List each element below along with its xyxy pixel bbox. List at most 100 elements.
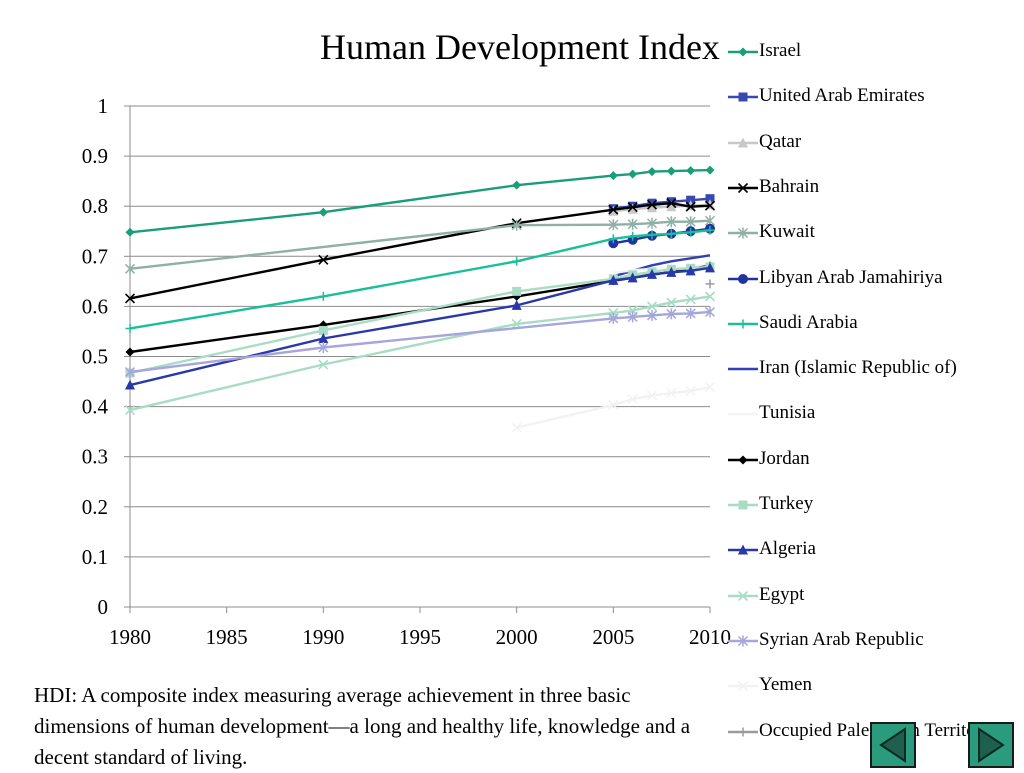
x-tick-label: 2000 xyxy=(496,625,538,649)
data-point xyxy=(608,219,619,231)
data-point xyxy=(666,308,677,320)
hdi-description: HDI: A composite index measuring average… xyxy=(34,683,691,769)
data-point xyxy=(647,230,657,240)
legend-label: United Arab Emirates xyxy=(759,85,925,107)
y-tick-label: 0.7 xyxy=(82,244,108,268)
data-point xyxy=(124,405,136,416)
legend-label: Egypt xyxy=(759,583,805,605)
data-point xyxy=(646,390,658,401)
series-line xyxy=(129,265,711,375)
legend-item: Qatar xyxy=(728,131,1024,155)
legend-item: Iran (Islamic Republic of) xyxy=(728,357,1024,381)
legend-label: Israel xyxy=(759,40,802,61)
data-point xyxy=(627,272,638,283)
legend-swatch xyxy=(728,47,758,57)
legend-marker xyxy=(737,227,749,239)
legend-label: Qatar xyxy=(759,130,802,152)
data-point xyxy=(666,166,676,176)
data-point xyxy=(511,299,522,310)
data-point xyxy=(646,301,658,312)
legend-item: Saudi Arabia xyxy=(728,312,1024,336)
data-point xyxy=(685,307,696,319)
legend-swatch xyxy=(728,227,758,239)
legend-swatch xyxy=(728,413,758,416)
legend-label: Libyan Arab Jamahiriya xyxy=(759,266,943,288)
data-point xyxy=(628,169,638,179)
legend-label: Kuwait xyxy=(759,221,815,243)
y-tick-label: 0.5 xyxy=(82,345,108,369)
data-point xyxy=(318,359,329,370)
data-point xyxy=(627,203,638,214)
legend-marker xyxy=(738,727,748,736)
data-point xyxy=(608,312,619,324)
legend-label: Yemen xyxy=(759,674,812,696)
data-point xyxy=(318,254,329,265)
data-point xyxy=(608,171,618,181)
data-point xyxy=(646,217,658,229)
data-point xyxy=(685,386,696,397)
data-point xyxy=(512,180,522,190)
legend-item: Libyan Arab Jamahiriya xyxy=(728,267,1024,291)
legend-swatch xyxy=(728,319,758,329)
y-tick-label: 0.2 xyxy=(82,495,108,519)
legend-marker xyxy=(737,590,749,601)
data-point xyxy=(685,265,696,276)
legend-item: Algeria xyxy=(728,538,1024,562)
legend-marker xyxy=(738,273,748,284)
legend-marker xyxy=(737,635,749,647)
previous-slide-button[interactable] xyxy=(870,722,916,768)
y-tick-label: 0.9 xyxy=(82,144,108,168)
next-slide-button[interactable] xyxy=(968,722,1014,768)
data-point xyxy=(666,266,677,277)
legend-swatch xyxy=(728,681,758,692)
data-point xyxy=(704,291,716,302)
data-point xyxy=(704,306,716,318)
data-point xyxy=(318,332,329,343)
series-11 xyxy=(125,262,715,390)
y-tick-label: 1 xyxy=(98,94,109,118)
legend-swatch xyxy=(728,273,758,284)
data-point xyxy=(666,216,677,228)
data-point xyxy=(646,309,658,321)
legend-item: Israel xyxy=(728,40,1024,64)
series-line xyxy=(129,219,711,270)
legend-label: Algeria xyxy=(759,538,816,560)
data-point xyxy=(666,229,676,239)
x-tick-label: 2010 xyxy=(689,625,731,649)
series-line xyxy=(129,201,711,300)
legend-item: United Arab Emirates xyxy=(728,85,1024,109)
series-line xyxy=(129,168,711,234)
x-tick-label: 1985 xyxy=(206,625,248,649)
data-point xyxy=(685,216,696,228)
legend-swatch xyxy=(728,92,758,102)
legend-item: Tunisia xyxy=(728,402,1024,426)
data-point xyxy=(124,293,136,304)
series-line xyxy=(129,266,711,387)
legend-marker xyxy=(737,681,749,692)
data-point xyxy=(125,227,135,237)
data-point xyxy=(608,238,619,249)
data-point xyxy=(318,325,328,335)
chart-title: Human Development Index xyxy=(320,27,720,67)
x-tick-label: 1990 xyxy=(302,625,344,649)
legend-swatch xyxy=(728,590,758,601)
series-line xyxy=(129,310,711,374)
x-tick-label: 1995 xyxy=(399,625,441,649)
legend-swatch xyxy=(728,500,758,510)
legend-label: Iran (Islamic Republic of) xyxy=(759,357,957,379)
legend-swatch xyxy=(728,367,758,371)
data-point xyxy=(705,225,715,235)
data-point xyxy=(647,202,657,213)
legend-marker xyxy=(738,92,748,102)
data-point xyxy=(124,263,136,275)
legend-item: Bahrain xyxy=(728,176,1024,200)
data-point xyxy=(511,422,522,433)
data-point xyxy=(318,207,328,217)
legend-label: Saudi Arabia xyxy=(759,311,858,333)
right-triangle-icon xyxy=(978,727,1005,763)
data-point xyxy=(608,204,619,215)
series-13 xyxy=(124,306,716,378)
data-point xyxy=(647,268,657,279)
legend-marker xyxy=(737,182,749,193)
